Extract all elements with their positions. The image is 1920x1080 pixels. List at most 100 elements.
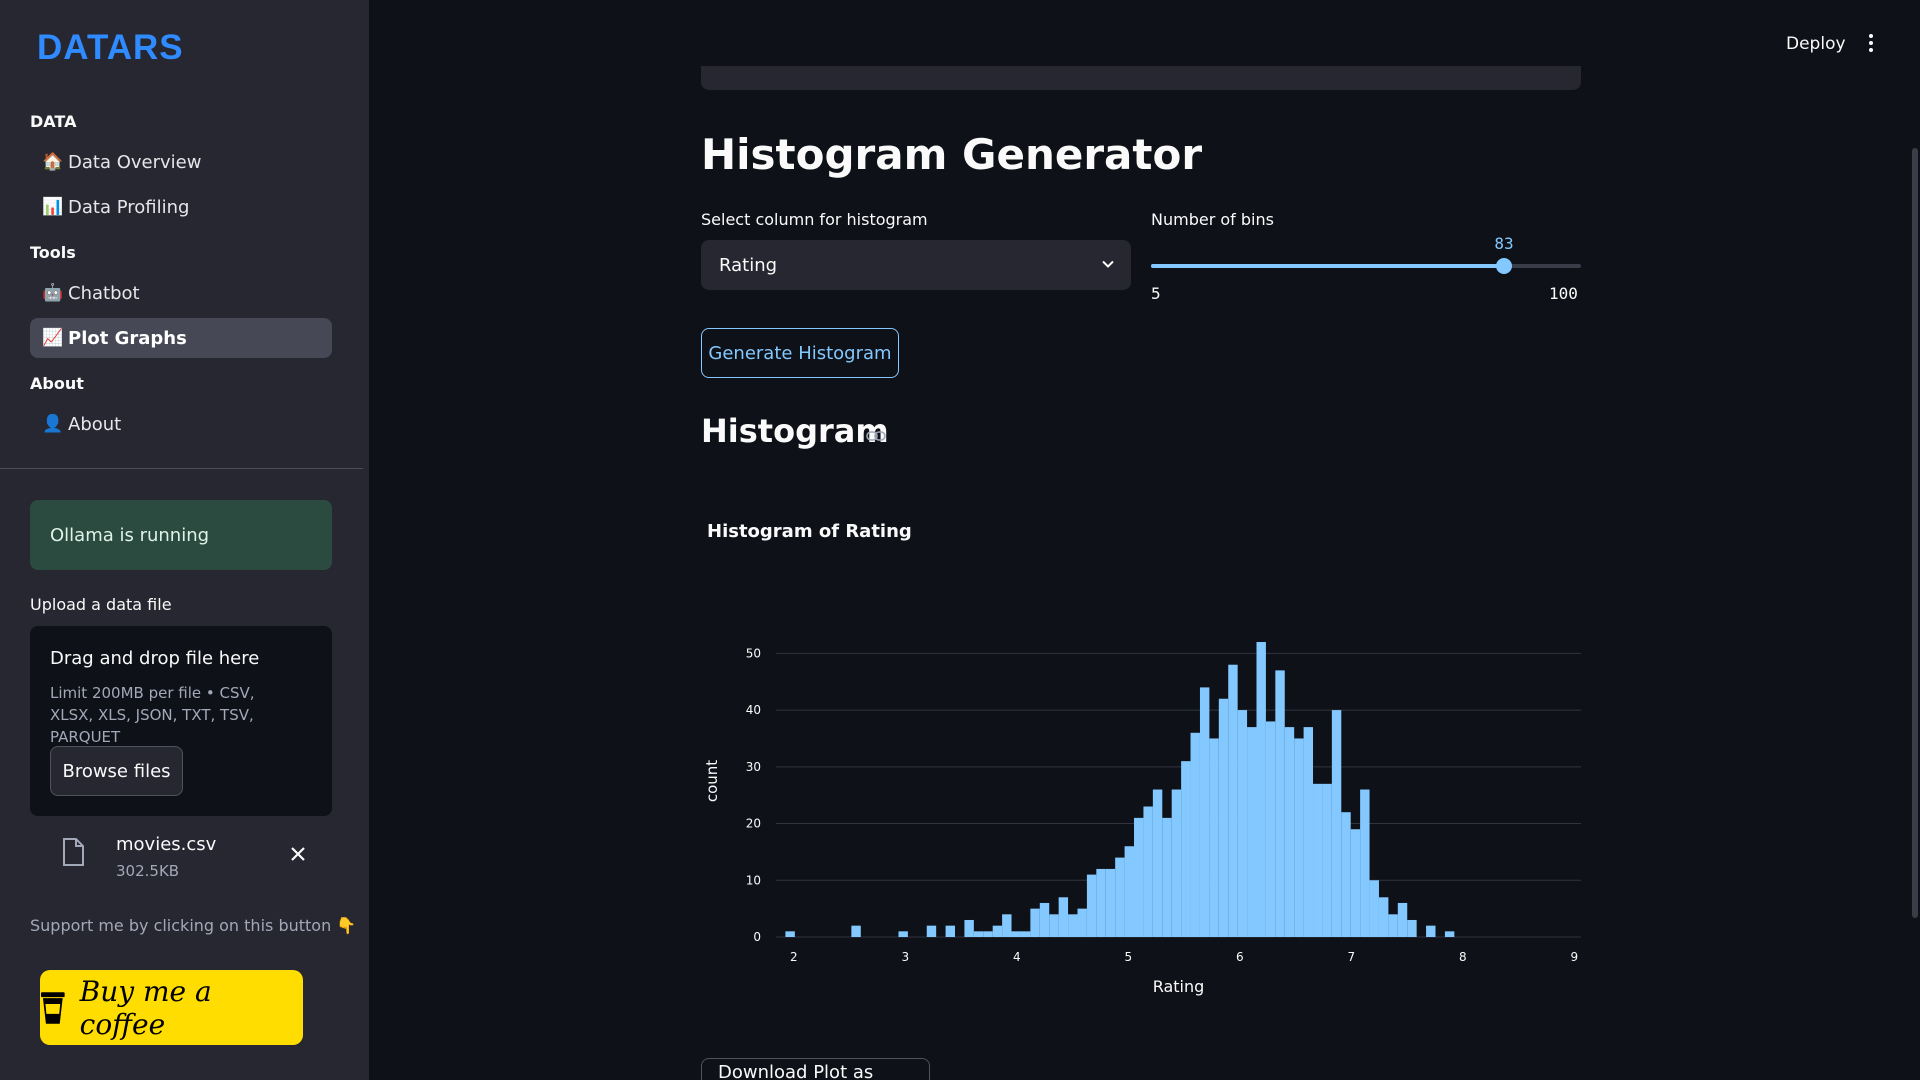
bins-slider-thumb[interactable]: [1496, 258, 1513, 274]
generate-histogram-button[interactable]: Generate Histogram: [701, 328, 899, 378]
histogram-bar: [1426, 925, 1436, 937]
nav-section-about: About: [30, 374, 84, 393]
bins-slider-fill: [1151, 264, 1505, 268]
histogram-bar: [1228, 664, 1238, 937]
file-icon: [63, 838, 84, 866]
column-select-value: Rating: [719, 254, 778, 276]
close-icon[interactable]: [286, 842, 310, 866]
histogram-bar: [1077, 908, 1087, 937]
sidebar-item-plot-graphs[interactable]: 📈 Plot Graphs: [30, 318, 332, 358]
histogram-bar: [983, 931, 993, 937]
histogram-bar: [1294, 738, 1304, 937]
y-tick-label: 10: [746, 873, 761, 887]
histogram-bar: [1105, 868, 1116, 937]
histogram-bar: [1020, 931, 1031, 937]
page-title: Histogram Generator: [701, 130, 1203, 179]
histogram-bar: [1397, 902, 1408, 937]
histogram-bar: [1303, 727, 1314, 937]
sidebar-item-label: About: [68, 413, 122, 435]
x-tick-label: 5: [1125, 950, 1133, 964]
y-tick-label: 20: [746, 817, 761, 831]
x-tick-label: 7: [1347, 950, 1355, 964]
histogram-bar: [898, 931, 908, 937]
x-tick-label: 6: [1236, 950, 1244, 964]
upload-label: Upload a data file: [30, 595, 172, 614]
sidebar-item-label: Plot Graphs: [68, 327, 187, 349]
histogram-bar: [1011, 931, 1021, 937]
sidebar-divider: [0, 468, 363, 469]
robot-icon: 🤖: [42, 283, 64, 303]
download-plot-button[interactable]: Download Plot as HTML: [701, 1058, 930, 1080]
histogram-bar: [1322, 783, 1332, 937]
histogram-bar: [1209, 738, 1219, 937]
histogram-bar: [1115, 857, 1125, 937]
histogram-bar: [1181, 761, 1191, 937]
histogram-bar: [992, 925, 1003, 937]
histogram-bar: [1068, 914, 1078, 937]
dropzone-limits: Limit 200MB per file • CSV, XLSX, XLS, J…: [50, 684, 255, 746]
sidebar-item-label: Data Profiling: [68, 196, 190, 218]
column-select-label: Select column for histogram: [701, 210, 928, 229]
support-text: Support me by clicking on this button 👇: [30, 916, 357, 935]
deploy-button[interactable]: Deploy: [1786, 34, 1846, 54]
histogram-bar: [926, 925, 937, 937]
file-dropzone[interactable]: Drag and drop file here Limit 200MB per …: [30, 626, 332, 816]
app-logo: DATARS: [37, 28, 184, 67]
kebab-menu-icon[interactable]: [1866, 34, 1876, 56]
file-size: 302.5KB: [116, 862, 180, 880]
histogram-bar: [1265, 721, 1276, 937]
link-icon[interactable]: [866, 430, 886, 442]
bins-slider-value: 83: [1494, 234, 1514, 253]
histogram-bar: [1030, 908, 1040, 937]
bins-slider-min: 5: [1151, 284, 1161, 303]
x-tick-label: 2: [790, 950, 798, 964]
bins-slider-label: Number of bins: [1151, 210, 1274, 229]
histogram-bar: [1369, 880, 1379, 937]
histogram-bar: [945, 925, 956, 937]
bins-slider-max: 100: [1549, 284, 1578, 303]
sidebar-item-data-overview[interactable]: 🏠 Data Overview: [30, 142, 332, 182]
file-name: movies.csv: [116, 834, 217, 855]
histogram-bar: [1058, 897, 1069, 937]
histogram-bar: [1171, 789, 1182, 937]
histogram-bar: [1331, 710, 1342, 937]
y-tick-label: 0: [753, 930, 761, 944]
histogram-bar: [1152, 789, 1163, 937]
y-tick-label: 50: [746, 646, 761, 660]
x-tick-label: 8: [1459, 950, 1467, 964]
section-title: Histogram: [701, 412, 889, 450]
histogram-bar: [1407, 919, 1417, 937]
histogram-bar: [1341, 812, 1351, 937]
sidebar-item-label: Data Overview: [68, 151, 202, 173]
sidebar: DATARS DATA 🏠 Data Overview 📊 Data Profi…: [0, 0, 369, 1080]
chart-title: Histogram of Rating: [707, 521, 912, 542]
x-axis-label: Rating: [1153, 977, 1205, 996]
bins-slider[interactable]: [1151, 258, 1581, 274]
sidebar-item-chatbot[interactable]: 🤖 Chatbot: [30, 273, 332, 313]
histogram-bar: [973, 931, 984, 937]
histogram-bar: [1199, 687, 1210, 937]
sidebar-item-data-profiling[interactable]: 📊 Data Profiling: [30, 187, 332, 227]
status-alert: Ollama is running: [30, 500, 332, 570]
x-tick-label: 9: [1570, 950, 1578, 964]
sidebar-item-about[interactable]: 👤 About: [30, 404, 332, 444]
browse-files-button[interactable]: Browse files: [50, 746, 183, 796]
histogram-bar: [1444, 931, 1455, 937]
histogram-bar: [1124, 846, 1135, 937]
scrollbar[interactable]: [1912, 148, 1918, 918]
histogram-bar: [1096, 868, 1106, 937]
nav-section-data: DATA: [30, 112, 77, 131]
histogram-bar: [1256, 642, 1266, 937]
histogram-bar: [1002, 914, 1012, 937]
y-tick-label: 40: [746, 703, 761, 717]
x-tick-label: 3: [902, 950, 910, 964]
buy-me-a-coffee-button[interactable]: Buy me a coffee: [40, 970, 303, 1045]
histogram-bar: [1275, 670, 1285, 937]
coffee-cup-icon: [40, 991, 65, 1024]
histogram-bar: [1350, 829, 1361, 937]
dropzone-title: Drag and drop file here: [50, 648, 260, 669]
histogram-bar: [1086, 874, 1097, 937]
uploaded-file: movies.csv 302.5KB: [30, 830, 332, 886]
histogram-bar: [1378, 897, 1389, 937]
column-select[interactable]: Rating: [701, 240, 1131, 290]
